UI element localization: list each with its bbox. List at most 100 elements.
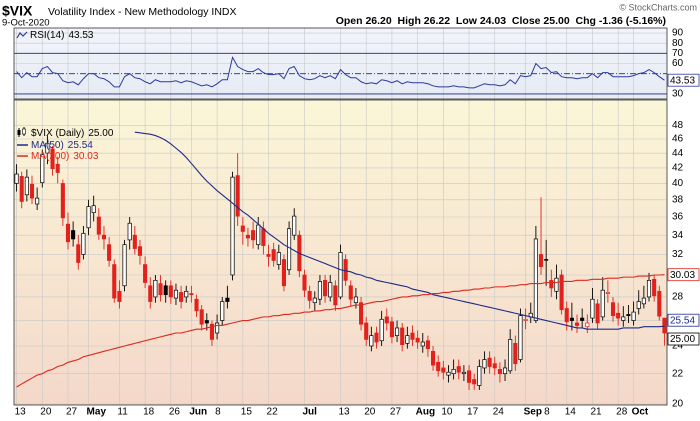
x-tick-label: 20: [364, 407, 376, 418]
candle-body: [600, 289, 605, 318]
candle-body: [276, 252, 281, 265]
candle-body: [538, 254, 544, 267]
y-tick-label: 44: [672, 148, 684, 159]
legend-value: 43.53: [68, 30, 93, 41]
candle-body: [302, 274, 307, 291]
candle-body: [451, 369, 456, 375]
x-tick-label: 8: [544, 407, 550, 418]
symbol: $VIX: [2, 3, 33, 19]
legend-entry: RSI(14) 43.53: [30, 30, 94, 41]
candle-body: [199, 309, 204, 325]
candle-body: [533, 238, 538, 321]
candle-body: [148, 285, 153, 302]
candle-body: [317, 281, 322, 300]
candle-body: [574, 322, 580, 326]
candle-body: [112, 264, 117, 299]
candle-body: [636, 301, 641, 309]
candle-body: [261, 228, 266, 246]
candle-body: [266, 254, 271, 257]
legend-name: $VIX (Daily): [31, 128, 84, 139]
candle-body: [45, 142, 50, 154]
candle-body: [436, 361, 441, 372]
candle-body: [359, 302, 364, 325]
candle-body: [117, 290, 122, 302]
candle-body: [173, 289, 179, 299]
quote: Open 26.20 High 26.22 Low 24.03 Close 25…: [336, 15, 666, 27]
legend-value: 25.00: [88, 128, 113, 139]
x-tick-label: Jun: [189, 407, 207, 418]
candle-body: [209, 323, 215, 340]
y-tick-label: 42: [672, 163, 684, 174]
rsi-lines: [16, 56, 665, 89]
candle-body: [626, 314, 631, 317]
y-tick-label: 30: [672, 89, 684, 100]
candle-body: [81, 232, 86, 255]
y-tick-label: 48: [672, 120, 684, 131]
candle-body: [353, 296, 358, 304]
legend-entry: MA(200) 30.03: [31, 151, 99, 162]
candle-body: [641, 297, 646, 305]
candle-body: [240, 225, 245, 232]
candle-body: [564, 308, 569, 323]
x-tick-label: 24: [493, 407, 505, 418]
candle-body: [400, 327, 405, 346]
candle-body: [374, 332, 379, 343]
candle-body: [271, 249, 276, 261]
candle-body: [585, 322, 590, 328]
candle-body: [55, 163, 60, 173]
legend-entry: MA(50) 25.54: [31, 140, 93, 151]
y-tick-label: 22: [672, 368, 684, 379]
candle-body: [384, 316, 389, 324]
candle-body: [652, 278, 657, 297]
candle-body: [101, 234, 107, 240]
candle-body: [281, 259, 286, 287]
candle-body: [122, 244, 127, 287]
candle-body: [395, 327, 400, 336]
rsi-frame: [13, 27, 668, 100]
legend-name: RSI(14): [30, 30, 64, 41]
candle-body: [245, 234, 250, 239]
candle-body: [482, 359, 487, 369]
y-tick-label: 20: [672, 399, 684, 410]
candle-body: [158, 283, 163, 296]
x-tick-label: 8: [215, 407, 221, 418]
candle-body: [60, 183, 65, 219]
candle-body: [610, 302, 616, 317]
candle-body: [616, 312, 621, 319]
legend-entry: $VIX (Daily) 25.00: [31, 128, 114, 139]
value-box: [667, 73, 700, 87]
candle-body: [559, 274, 564, 311]
candle-body: [328, 282, 333, 298]
y-tick-label: 70: [672, 48, 684, 59]
candle-body: [184, 290, 189, 298]
candle-body: [235, 175, 240, 217]
candle-body: [189, 293, 194, 296]
candle-body: [431, 350, 436, 366]
value-box-label: 25.00: [670, 334, 695, 345]
legend-value: 25.54: [68, 140, 93, 151]
candle-body: [523, 318, 528, 321]
candle-body: [225, 297, 230, 302]
moving-average-line: [134, 131, 665, 330]
candle-body: [487, 357, 492, 367]
x-tick-label: 10: [441, 407, 453, 418]
candle-body: [415, 337, 420, 343]
y-tick-label: 28: [672, 292, 684, 303]
subtitle: Volatility Index - New Methodology INDX: [48, 6, 237, 18]
candle-body: [96, 216, 101, 235]
candle-body: [338, 252, 343, 298]
x-tick-label: 15: [241, 407, 253, 418]
value-box: [667, 268, 700, 282]
x-tick-label: May: [87, 407, 107, 418]
x-tick-label: 13: [15, 407, 27, 418]
candle-body: [179, 292, 184, 302]
price-frame: [13, 99, 668, 406]
candle-body: [441, 367, 446, 373]
candle-body: [333, 285, 338, 306]
candle-body: [127, 222, 132, 241]
candle-body: [379, 318, 384, 342]
candle-body: [461, 371, 466, 375]
candle-body: [497, 369, 502, 375]
x-tick-label: 28: [616, 407, 628, 418]
y-tick-label: 38: [672, 194, 684, 205]
